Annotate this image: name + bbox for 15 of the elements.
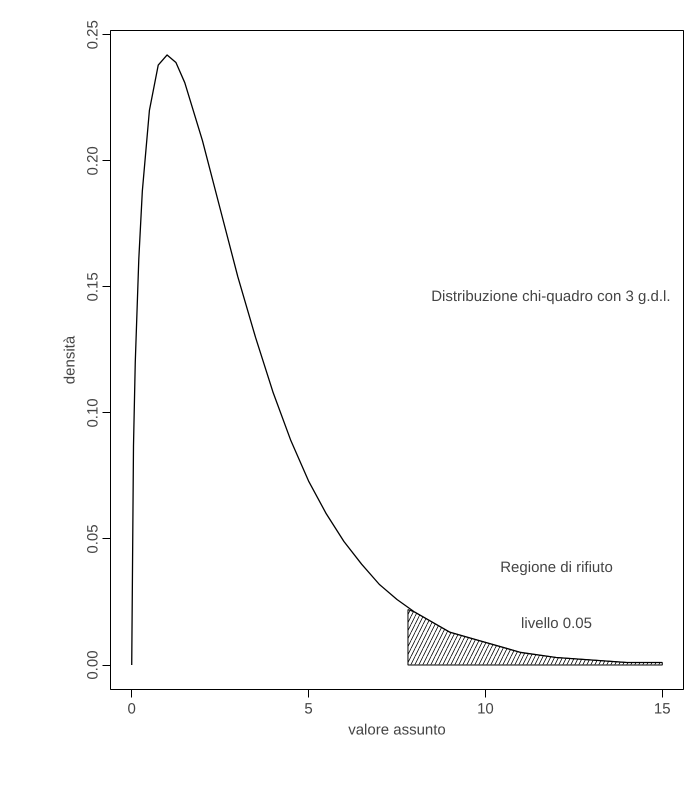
y-axis-title: densità [62, 335, 78, 384]
x-axis-title: valore assunto [348, 722, 446, 738]
annotation: Distribuzione chi-quadro con 3 g.d.l. [431, 288, 670, 305]
x-tick-label: 10 [477, 700, 494, 718]
x-tick-label: 5 [304, 700, 313, 718]
y-tick-label: 0.25 [84, 20, 102, 50]
annotation: livello 0.05 [521, 615, 592, 632]
y-tick-label: 0.00 [84, 650, 102, 680]
annotation: Regione di rifiuto [500, 559, 613, 576]
y-tick-label: 0.15 [84, 272, 102, 302]
y-tick-label: 0.05 [84, 524, 102, 554]
y-tick-label: 0.10 [84, 398, 102, 428]
x-tick-label: 0 [128, 700, 136, 718]
y-tick-label: 0.20 [84, 146, 102, 176]
x-tick-label: 15 [654, 700, 671, 718]
